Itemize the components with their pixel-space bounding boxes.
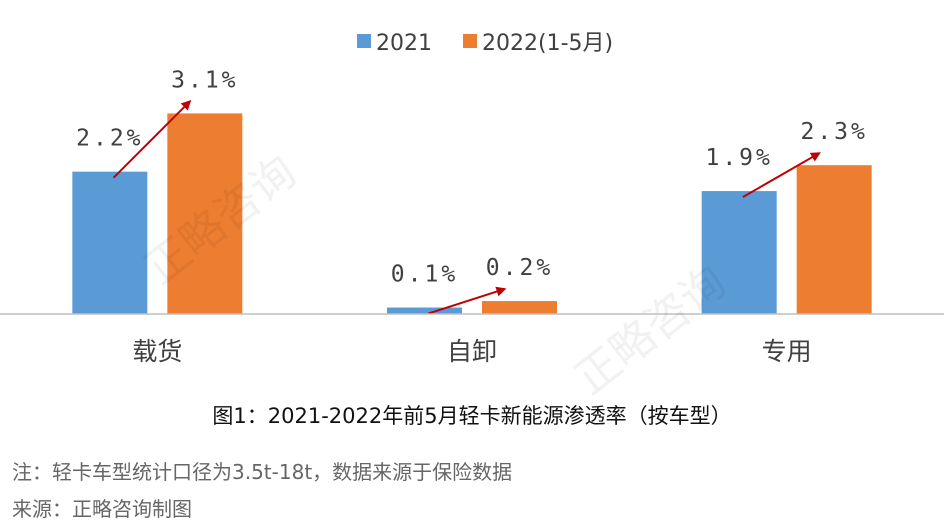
bars bbox=[72, 113, 872, 315]
bar-2021-专用 bbox=[701, 191, 777, 314]
bar-2021-载货 bbox=[72, 171, 148, 314]
data-label: 2.3% bbox=[800, 119, 867, 145]
footnote: 注：轻卡车型统计口径为3.5t-18t，数据来源于保险数据 bbox=[12, 460, 513, 484]
bar-2022(1-5月)-载货 bbox=[167, 113, 243, 315]
figure-caption: 图1：2021-2022年前5月轻卡新能源渗透率（按车型） bbox=[212, 404, 732, 428]
trend-arrow bbox=[427, 286, 507, 315]
bar-chart: 2021 2022(1-5月) 2.2%3.1%0.1% 0.2%1.9%2.3% … bbox=[0, 31, 944, 366]
trend-arrow bbox=[742, 152, 821, 198]
x-tick-label: 载货 bbox=[132, 337, 182, 366]
x-tick-label: 自卸 bbox=[447, 337, 497, 366]
data-label: 3.1% bbox=[171, 67, 238, 93]
trend-arrows bbox=[112, 100, 821, 315]
x-tick-label: 专用 bbox=[762, 337, 812, 366]
bar-2022(1-5月)-专用 bbox=[796, 165, 872, 314]
legend-label: 2022(1-5月) bbox=[482, 31, 613, 56]
data-label: 1.9% bbox=[705, 145, 772, 171]
legend-swatch bbox=[357, 34, 371, 48]
data-label: 2.2% bbox=[76, 126, 143, 152]
data-labels: 2.2% 3.1% 0.1% 0.2% 1.9% 2.3% bbox=[76, 67, 867, 288]
legend: 2021 2022(1-5月) bbox=[357, 31, 613, 56]
legend-swatch bbox=[463, 34, 477, 48]
bar-2022(1-5月)-自卸 bbox=[482, 301, 557, 314]
trend-arrow bbox=[112, 100, 192, 179]
legend-label: 2021 bbox=[376, 31, 432, 56]
x-axis-categories: 载货 自卸 专用 bbox=[132, 337, 811, 366]
data-label: 0.1% bbox=[391, 262, 458, 288]
source-note: 来源：正略咨询制图 bbox=[12, 497, 192, 521]
data-label: 0.2% bbox=[486, 255, 553, 281]
bar-2021-自卸 bbox=[387, 307, 462, 314]
